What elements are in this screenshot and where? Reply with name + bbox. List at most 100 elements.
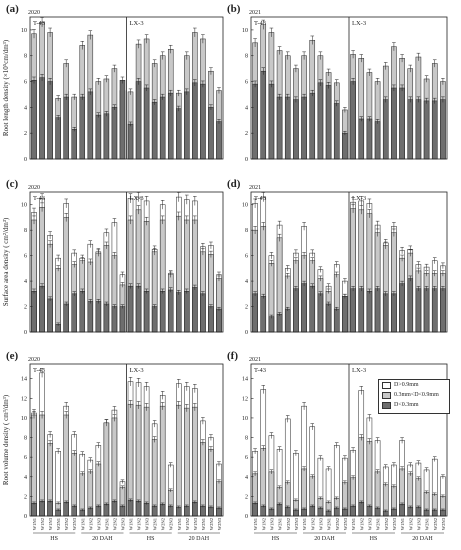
- bar: [252, 83, 258, 160]
- bar: [63, 502, 69, 517]
- bar: [192, 406, 198, 517]
- bar: [95, 114, 102, 160]
- y-tick-label: 4: [24, 279, 27, 285]
- bar: [284, 506, 291, 517]
- x-tick-label: W1N1: [129, 517, 134, 530]
- x-tick-label: W1N3: [269, 517, 274, 530]
- stage-label: HS: [272, 536, 280, 542]
- bar: [366, 291, 373, 333]
- group-label: T-43: [33, 367, 45, 374]
- bar: [268, 83, 275, 160]
- group-label: T-43: [33, 195, 45, 202]
- bar: [200, 505, 206, 517]
- bar: [423, 288, 430, 333]
- bar: [391, 87, 397, 160]
- bar: [31, 414, 37, 517]
- bar: [374, 121, 381, 160]
- bar: [276, 313, 283, 333]
- x-tick-label: W1N2: [261, 517, 266, 530]
- y-tick-label: 8: [245, 228, 248, 234]
- bar: [95, 301, 102, 333]
- legend-label-small: D<0.3mm: [394, 402, 419, 408]
- panel-label: (f): [227, 350, 238, 362]
- stage-label: HS: [147, 536, 155, 542]
- x-tick-label: W1N2: [185, 517, 190, 530]
- x-tick-label: W2N1: [104, 517, 109, 530]
- bar: [374, 288, 381, 333]
- bar: [192, 82, 198, 160]
- bar: [167, 92, 174, 160]
- x-tick-label: W1N2: [408, 517, 413, 530]
- bar: [47, 298, 53, 333]
- x-tick-label: W1N3: [318, 517, 323, 530]
- legend-item-large: D>0.9mm: [379, 380, 449, 390]
- panel-label: (e): [6, 350, 19, 362]
- x-tick-label: W2N3: [392, 517, 397, 530]
- bar: [79, 96, 86, 160]
- stage-label: 20 DAH: [92, 536, 113, 542]
- x-tick-label: W1N2: [88, 517, 93, 530]
- x-tick-label: W1N2: [310, 517, 315, 530]
- y-tick-label: 2: [24, 494, 27, 500]
- y-tick-label: 14: [21, 377, 27, 383]
- x-tick-label: W1N1: [177, 517, 182, 530]
- x-tick-label: W1N3: [416, 517, 421, 530]
- y-tick-label: 10: [21, 28, 27, 34]
- bar: [47, 81, 53, 160]
- bar: [423, 100, 430, 160]
- bar: [317, 82, 324, 160]
- x-tick-label: W2N1: [56, 517, 61, 530]
- y-tick-label: 4: [245, 279, 248, 285]
- x-tick-label: W2N1: [376, 517, 381, 530]
- bar: [167, 289, 174, 333]
- bar: [111, 306, 118, 333]
- bar: [135, 404, 142, 517]
- panel-year: 2020: [28, 357, 40, 363]
- bar: [440, 288, 446, 333]
- y-tick-label: 10: [21, 416, 27, 422]
- bar: [39, 285, 45, 333]
- bar: [159, 405, 166, 517]
- bar: [293, 99, 299, 160]
- x-tick-label: W2N3: [343, 517, 348, 530]
- y-tick-label: 2: [245, 494, 248, 500]
- stage-label: 20 DAH: [314, 536, 335, 542]
- panel-label: (d): [227, 178, 241, 190]
- bar: [143, 291, 150, 333]
- bar: [103, 422, 110, 517]
- y-tick-label: 10: [242, 203, 248, 209]
- x-tick-label: W2N2: [335, 517, 340, 530]
- panel-label: (b): [227, 3, 241, 15]
- y-axis-label: Root length density (×10⁵cm/dm³): [2, 39, 10, 136]
- legend-swatch-small: [382, 401, 391, 409]
- bar: [366, 118, 373, 160]
- bar: [63, 303, 69, 333]
- x-tick-label: W2N2: [286, 517, 291, 530]
- x-tick-label: W1N1: [351, 517, 356, 530]
- bar: [284, 96, 291, 160]
- bar: [260, 505, 267, 517]
- x-tick-label: W1N3: [193, 517, 198, 530]
- bar: [39, 501, 45, 517]
- x-tick-label: W2N3: [294, 517, 299, 530]
- bar: [127, 285, 134, 333]
- bar: [252, 503, 258, 517]
- bar: [260, 296, 267, 333]
- stage-label: 20 DAH: [189, 536, 210, 542]
- x-tick-label: W2N1: [327, 517, 332, 530]
- panel-year: 2021: [249, 357, 261, 363]
- y-tick-label: 4: [24, 475, 27, 481]
- y-tick-label: 10: [242, 416, 248, 422]
- x-tick-label: W2N2: [64, 517, 69, 530]
- bar: [135, 81, 142, 160]
- bar: [151, 101, 158, 160]
- bar: [184, 291, 190, 333]
- y-tick-label: 0: [245, 330, 248, 336]
- bar: [440, 99, 446, 160]
- x-tick-label: W2N2: [433, 517, 438, 530]
- y-tick-label: 10: [242, 28, 248, 34]
- bar: [159, 503, 166, 517]
- bar: [358, 502, 365, 517]
- bar: [309, 505, 316, 517]
